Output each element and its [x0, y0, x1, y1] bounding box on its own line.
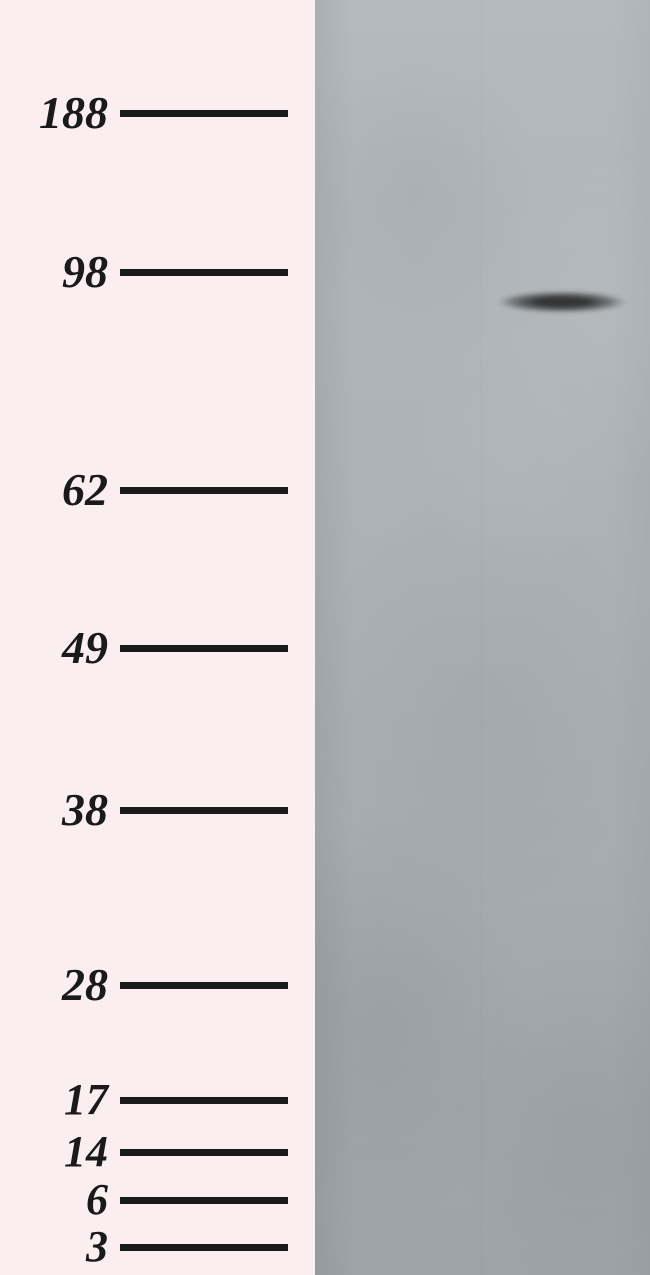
protein-band [497, 291, 627, 313]
ladder-marker-tick [120, 269, 288, 276]
ladder-marker-label: 98 [0, 249, 120, 295]
ladder-marker-row: 38 [0, 787, 315, 833]
blot-membrane-panel [315, 0, 650, 1275]
ladder-marker-tick [120, 982, 288, 989]
ladder-marker-label: 62 [0, 467, 120, 513]
ladder-marker-row: 62 [0, 467, 315, 513]
lane-divider [481, 0, 482, 1275]
ladder-marker-label: 14 [0, 1130, 120, 1174]
ladder-marker-row: 6 [0, 1178, 315, 1222]
ladder-marker-tick [120, 1244, 288, 1251]
ladder-marker-label: 17 [0, 1078, 120, 1122]
ladder-marker-label: 49 [0, 625, 120, 671]
ladder-marker-row: 14 [0, 1130, 315, 1174]
ladder-marker-label: 28 [0, 962, 120, 1008]
ladder-marker-tick [120, 487, 288, 494]
ladder-marker-row: 188 [0, 90, 315, 136]
ladder-marker-tick [120, 1097, 288, 1104]
ladder-marker-row: 17 [0, 1078, 315, 1122]
ladder-marker-tick [120, 1149, 288, 1156]
ladder-marker-row: 49 [0, 625, 315, 671]
ladder-marker-tick [120, 807, 288, 814]
ladder-marker-label: 3 [0, 1225, 120, 1269]
ladder-marker-tick [120, 110, 288, 117]
western-blot-figure: 188 98 62 49 38 28 17 1463 [0, 0, 650, 1275]
ladder-marker-label: 38 [0, 787, 120, 833]
ladder-marker-row: 98 [0, 249, 315, 295]
membrane-background [315, 0, 650, 1275]
ladder-marker-tick [120, 645, 288, 652]
ladder-marker-row: 3 [0, 1225, 315, 1269]
molecular-weight-ladder-panel: 188 98 62 49 38 28 17 1463 [0, 0, 315, 1275]
ladder-marker-label: 6 [0, 1178, 120, 1222]
ladder-marker-tick [120, 1197, 288, 1204]
ladder-marker-label: 188 [0, 90, 120, 136]
ladder-marker-row: 28 [0, 962, 315, 1008]
